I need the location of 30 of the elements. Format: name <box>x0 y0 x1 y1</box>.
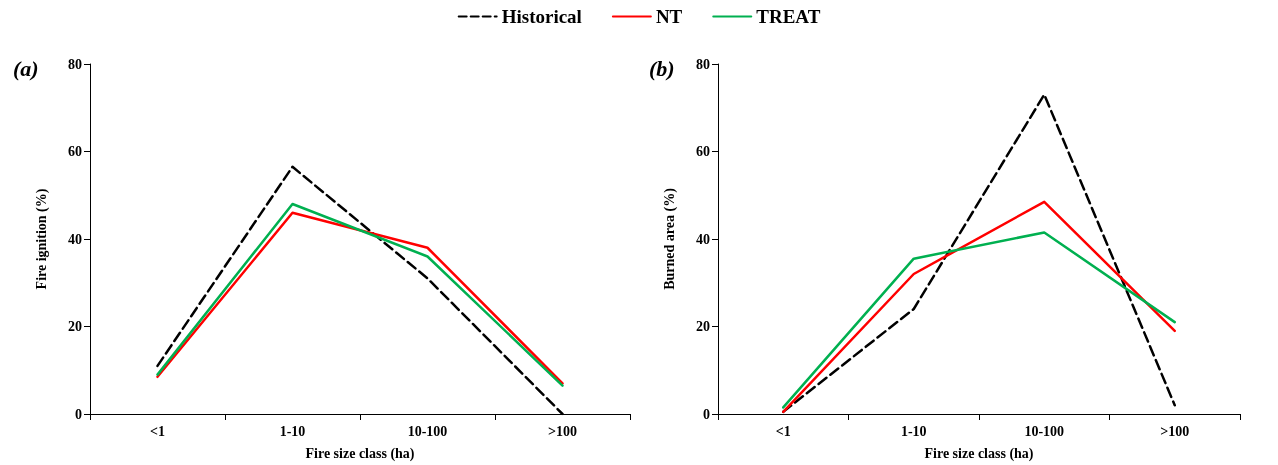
y-tick-label: 60 <box>696 144 710 159</box>
line-series <box>782 231 1176 409</box>
x-tick-label: >100 <box>1160 423 1190 439</box>
legend-label: Historical <box>501 6 582 27</box>
y-axis-title: Fire ignition (%) <box>33 188 50 290</box>
x-tick-label: >100 <box>548 423 577 439</box>
line-series <box>782 93 1176 414</box>
y-tick-label: 80 <box>68 56 82 72</box>
y-tick-label: 20 <box>696 319 710 334</box>
x-tick-label: 10-100 <box>1024 423 1065 439</box>
x-tick-label: <1 <box>775 423 791 439</box>
x-axis-title: Fire size class (ha) <box>924 445 1034 462</box>
y-tick-label: 40 <box>696 231 710 247</box>
chart-title: (b) <box>649 55 675 81</box>
y-tick-label: 60 <box>68 144 82 159</box>
y-tick-label: 0 <box>703 406 710 422</box>
x-tick-label: <1 <box>150 423 165 439</box>
line-series <box>782 200 1176 414</box>
x-tick-label: 1-10 <box>900 423 927 439</box>
y-tick-label: 0 <box>75 406 82 422</box>
legend-label: TREAT <box>756 6 821 27</box>
x-tick-label: 1-10 <box>279 423 306 439</box>
y-tick-label: 80 <box>696 56 710 72</box>
y-tick-label: 20 <box>68 319 82 334</box>
chart-title: (a) <box>13 55 39 81</box>
y-axis-title: Burned area (%) <box>661 187 678 290</box>
x-tick-label: 10-100 <box>407 423 448 439</box>
y-tick-label: 40 <box>68 231 82 247</box>
legend-label: NT <box>655 6 683 27</box>
x-axis-title: Fire size class (ha) <box>305 445 415 462</box>
